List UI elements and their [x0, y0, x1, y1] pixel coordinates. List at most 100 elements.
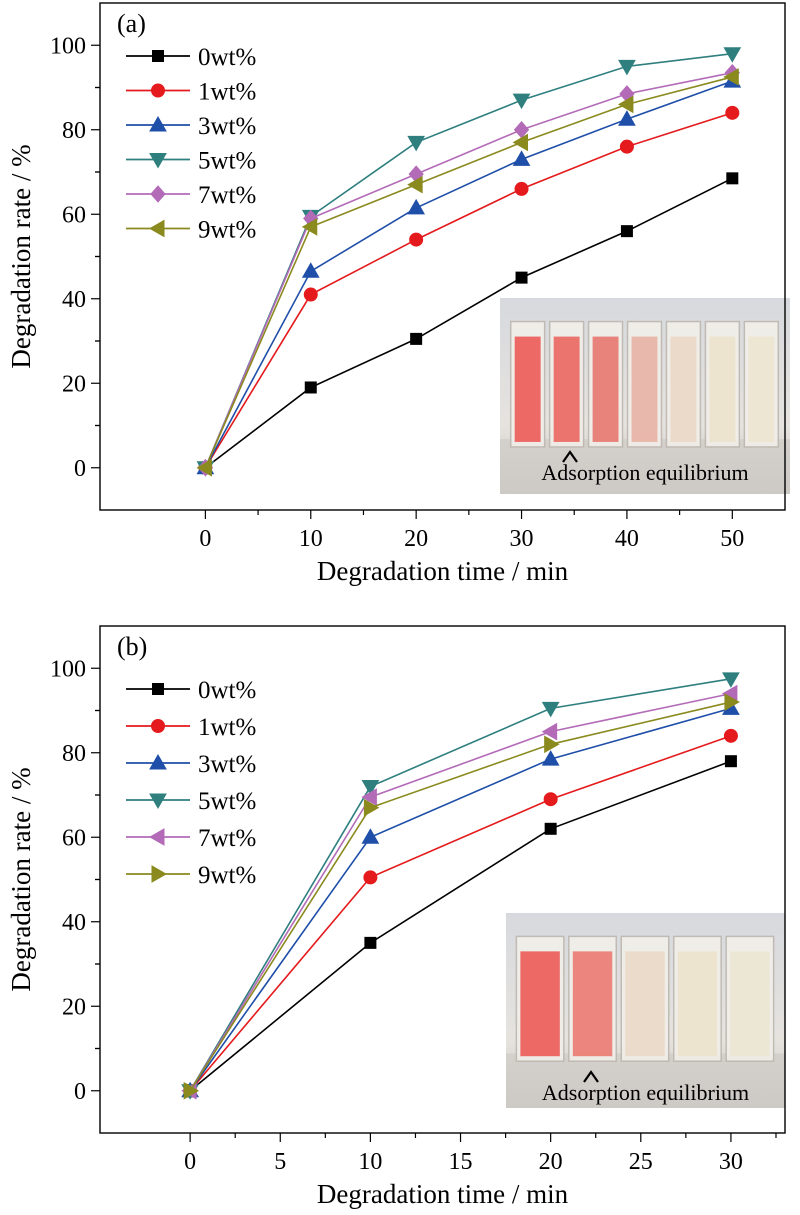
- series-line: [189, 760, 732, 1092]
- x-tick-label: 20: [539, 1149, 563, 1175]
- y-axis-title: Degradation rate / %: [6, 767, 36, 991]
- legend-marker: [152, 683, 164, 695]
- data-point: [515, 271, 528, 284]
- data-point: [723, 728, 738, 743]
- cuvette-liquid: [677, 951, 718, 1057]
- series-line: [189, 735, 732, 1092]
- x-tick-label: 5: [274, 1149, 286, 1175]
- legend-item: 1wt%: [126, 79, 256, 106]
- series-line: [189, 692, 732, 1092]
- y-tick-label: 0: [74, 456, 86, 482]
- caret-arrow-icon: [583, 1070, 599, 1083]
- data-point: [407, 175, 423, 194]
- data-point: [514, 181, 529, 196]
- legend-marker: [149, 793, 167, 810]
- data-point: [196, 458, 212, 477]
- legend-item: 9wt%: [126, 217, 256, 244]
- data-point: [363, 870, 378, 885]
- legend-marker: [151, 865, 168, 883]
- cuvette-liquid: [748, 336, 775, 442]
- data-point: [303, 287, 318, 302]
- data-point: [301, 262, 320, 278]
- data-point: [301, 218, 318, 236]
- legend-marker: [149, 753, 167, 770]
- data-point: [361, 780, 380, 796]
- x-tick-label: 40: [615, 526, 639, 552]
- data-point: [544, 735, 560, 754]
- legend-marker: [152, 50, 164, 62]
- legend-label: 0wt%: [198, 44, 256, 71]
- data-point: [724, 755, 737, 768]
- y-tick-label: 20: [62, 371, 86, 397]
- legend-label: 3wt%: [198, 113, 256, 140]
- cuvette-liquid: [520, 951, 560, 1057]
- legend-label: 0wt%: [198, 677, 256, 704]
- series-line: [204, 112, 733, 469]
- x-axis-title: Degradation time / min: [317, 556, 569, 586]
- legend-label: 5wt%: [198, 788, 256, 815]
- series-9wt%: [196, 68, 739, 477]
- legend: 0wt% 1wt% 3wt% 5wt% 7wt% 9wt%: [126, 677, 256, 889]
- x-tick-label: 20: [404, 526, 428, 552]
- legend-item: 0wt%: [126, 677, 256, 704]
- legend-item: 3wt%: [126, 751, 256, 778]
- series-line: [204, 71, 733, 469]
- inset-photo-b: [506, 913, 785, 1108]
- legend-item: 7wt%: [126, 182, 256, 209]
- legend-marker: [150, 185, 166, 203]
- data-point: [409, 232, 424, 247]
- x-tick-label: 0: [199, 526, 211, 552]
- x-tick-label: 15: [449, 1149, 473, 1175]
- series-line: [204, 76, 733, 469]
- axis-ticks: 0 10 20 30 40 50 0 20 40 60 80 100: [50, 33, 744, 552]
- data-point: [619, 139, 634, 154]
- chart-panel-a: 0 10 20 30 40 50 0 20 40 60 80 100 0wt% 1wt% 3wt% 5wt%…: [6, 2, 790, 586]
- cuvette-liquid: [730, 951, 770, 1057]
- panel-label: (a): [117, 9, 146, 38]
- data-point: [410, 332, 423, 345]
- axis-ticks: 0 5 10 15 20 25 30 0 20 40 60 80 100: [50, 656, 777, 1175]
- x-axis-title: Degradation time / min: [317, 1179, 569, 1209]
- inset-bench: [500, 439, 790, 494]
- legend-label: 3wt%: [198, 751, 256, 778]
- legend-item: 0wt%: [126, 44, 256, 71]
- legend-label: 5wt%: [198, 148, 256, 175]
- caret-arrow-icon: [562, 450, 578, 463]
- data-point: [361, 788, 377, 806]
- data-point: [722, 672, 740, 688]
- data-point: [725, 105, 740, 120]
- y-tick-label: 100: [50, 656, 86, 682]
- data-point: [617, 95, 634, 114]
- legend-item: 7wt%: [126, 825, 256, 852]
- legend-item: 1wt%: [126, 714, 256, 741]
- x-tick-label: 10: [358, 1149, 382, 1175]
- y-tick-label: 20: [62, 994, 86, 1020]
- x-tick-label: 10: [299, 526, 323, 552]
- data-point: [512, 93, 531, 110]
- legend-item: 5wt%: [126, 788, 256, 815]
- data-point: [541, 701, 560, 718]
- inset-caption: Adsorption equilibrium: [542, 1080, 749, 1105]
- data-point: [723, 47, 742, 63]
- legend-label: 1wt%: [198, 714, 256, 741]
- legend-marker: [149, 115, 167, 132]
- cuvette-liquid: [709, 336, 736, 442]
- data-point: [544, 822, 557, 835]
- legend-item: 3wt%: [126, 113, 256, 140]
- x-tick-label: 30: [510, 526, 534, 552]
- cuvette-liquid: [572, 951, 613, 1057]
- inset-photo-a: [500, 298, 790, 494]
- legend-label: 7wt%: [198, 825, 256, 852]
- x-tick-label: 25: [629, 1149, 653, 1175]
- series-9wt%: [183, 693, 740, 1100]
- data-point: [726, 172, 739, 185]
- y-tick-label: 40: [62, 910, 86, 936]
- legend-item: 9wt%: [126, 862, 256, 889]
- y-tick-label: 40: [62, 287, 86, 313]
- data-point: [541, 722, 558, 741]
- data-point: [364, 936, 377, 949]
- legend-label: 7wt%: [198, 182, 256, 209]
- data-point: [363, 798, 380, 817]
- legend-marker: [151, 719, 165, 733]
- series-line: [204, 80, 733, 469]
